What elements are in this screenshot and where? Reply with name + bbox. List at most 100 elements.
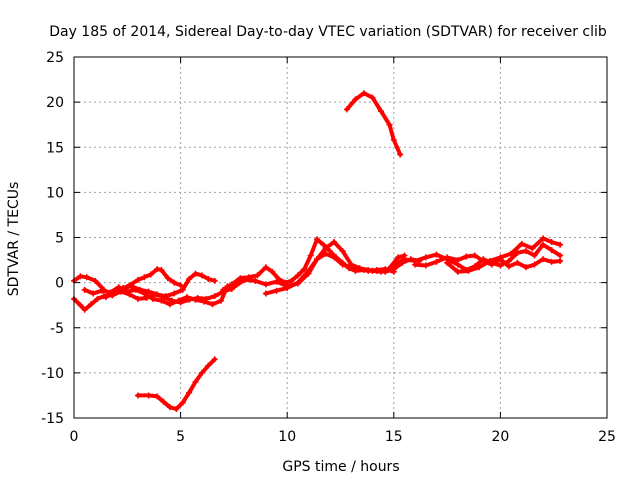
data-point-arc-11: [444, 254, 451, 261]
data-point-arc-12: [454, 268, 461, 275]
data-point-arc-8: [382, 268, 389, 275]
data-point-arc-10: [514, 249, 521, 256]
data-point-arc-11: [422, 262, 429, 269]
y-tick-label: 5: [55, 231, 64, 247]
data-point-arc-7: [262, 281, 269, 288]
data-point-arc-11: [454, 257, 461, 264]
data-point-arc-5: [154, 393, 161, 400]
data-point-arc-6: [294, 272, 301, 279]
data-point-arc-11: [514, 259, 521, 266]
data-point-arc-4: [171, 290, 178, 297]
y-tick-label: 0: [55, 276, 64, 292]
data-point-arc-8: [356, 265, 363, 272]
data-point-arc-8: [305, 267, 312, 274]
data-point-arc-8: [373, 267, 380, 274]
data-point-arc-3: [149, 295, 156, 302]
data-point-arc-2: [211, 293, 218, 300]
data-point-arc-1: [171, 279, 178, 286]
y-tick-label: -10: [41, 366, 64, 382]
y-tick-label: 20: [46, 95, 64, 111]
data-point-arc-12: [557, 241, 564, 248]
x-tick-label: 20: [491, 429, 509, 445]
data-point-arc-11: [522, 264, 529, 271]
data-point-arc-11: [488, 261, 495, 268]
y-tick-label: 25: [46, 50, 64, 66]
data-point-arc-11: [471, 252, 478, 259]
data-point-arc-3: [209, 301, 216, 308]
data-point-arc-6: [314, 236, 321, 243]
data-point-arc-10: [422, 254, 429, 261]
data-point-arc-12: [508, 250, 515, 257]
data-point-arc-8: [294, 279, 301, 286]
data-point-arc-3: [183, 294, 190, 301]
data-point-arc-4: [145, 288, 152, 295]
data-point-arc-12: [497, 254, 504, 261]
data-point-arc-5: [166, 404, 173, 411]
data-point-arc-9: [352, 96, 359, 103]
data-point-arc-4: [128, 283, 135, 290]
data-point-arc-8: [331, 239, 338, 246]
data-point-arc-6: [320, 241, 327, 248]
data-point-arc-4: [102, 294, 109, 301]
data-point-arc-7: [241, 276, 248, 283]
data-point-arc-3: [90, 290, 97, 297]
data-point-arc-10: [557, 252, 564, 259]
data-point-arc-11: [540, 256, 547, 263]
data-point-arc-3: [192, 296, 199, 303]
data-point-arc-6: [269, 268, 276, 275]
data-point-arc-4: [120, 285, 127, 292]
chart-title: Day 185 of 2014, Sidereal Day-to-day VTE…: [49, 24, 607, 40]
axis-ticks: [73, 56, 608, 419]
data-point-arc-12: [486, 257, 493, 264]
data-point-arc-6: [262, 264, 269, 271]
data-point-arc-4: [186, 276, 193, 283]
series-arc-8: [263, 240, 422, 296]
data-point-arc-5: [192, 378, 199, 385]
y-tick-label: 10: [46, 185, 64, 201]
data-point-arc-6: [307, 252, 314, 259]
data-point-arc-7: [331, 254, 338, 261]
data-point-arc-6: [288, 277, 295, 284]
data-point-arc-2: [94, 295, 101, 302]
data-point-arc-10: [401, 256, 408, 263]
data-point-arc-5: [205, 362, 212, 369]
y-tick-label: 15: [46, 140, 64, 156]
series-arc-1: [72, 267, 183, 298]
data-point-arc-7: [339, 261, 346, 268]
data-point-arc-10: [390, 261, 397, 268]
data-point-arc-5: [160, 398, 167, 405]
x-axis-tick-labels: 0 5 10 15 20 25: [70, 429, 616, 445]
data-point-arc-6: [326, 248, 333, 255]
data-point-arc-2: [77, 302, 84, 309]
data-point-arc-11: [433, 258, 440, 265]
data-point-arc-10: [531, 252, 538, 259]
series-arc-5: [136, 357, 217, 411]
data-point-arc-4: [154, 291, 161, 298]
data-point-arc-5: [186, 389, 193, 396]
data-point-arc-7: [273, 278, 280, 285]
data-point-arc-1: [147, 271, 154, 278]
data-point-arc-2: [134, 295, 141, 302]
x-tick-label: 10: [278, 429, 296, 445]
data-point-arc-4: [205, 276, 212, 283]
data-point-arc-5: [211, 356, 218, 363]
x-tick-label: 15: [385, 429, 403, 445]
data-point-arc-10: [433, 251, 440, 258]
data-point-arc-3: [175, 297, 182, 304]
x-axis-label: GPS time / hours: [282, 459, 399, 475]
data-point-arc-1: [92, 277, 99, 284]
data-point-arc-7: [230, 284, 237, 291]
data-point-arc-6: [237, 275, 244, 282]
data-point-arc-5: [173, 405, 180, 412]
data-point-arc-3: [201, 298, 208, 305]
data-point-arc-6: [395, 254, 402, 261]
data-point-arc-9: [390, 137, 397, 144]
data-point-arc-10: [497, 262, 504, 269]
data-point-arc-9: [397, 151, 404, 158]
data-point-arc-3: [218, 297, 225, 304]
data-point-arc-9: [386, 121, 393, 128]
data-point-arc-12: [540, 235, 547, 242]
y-tick-label: -15: [41, 411, 64, 427]
data-series: [71, 90, 564, 412]
